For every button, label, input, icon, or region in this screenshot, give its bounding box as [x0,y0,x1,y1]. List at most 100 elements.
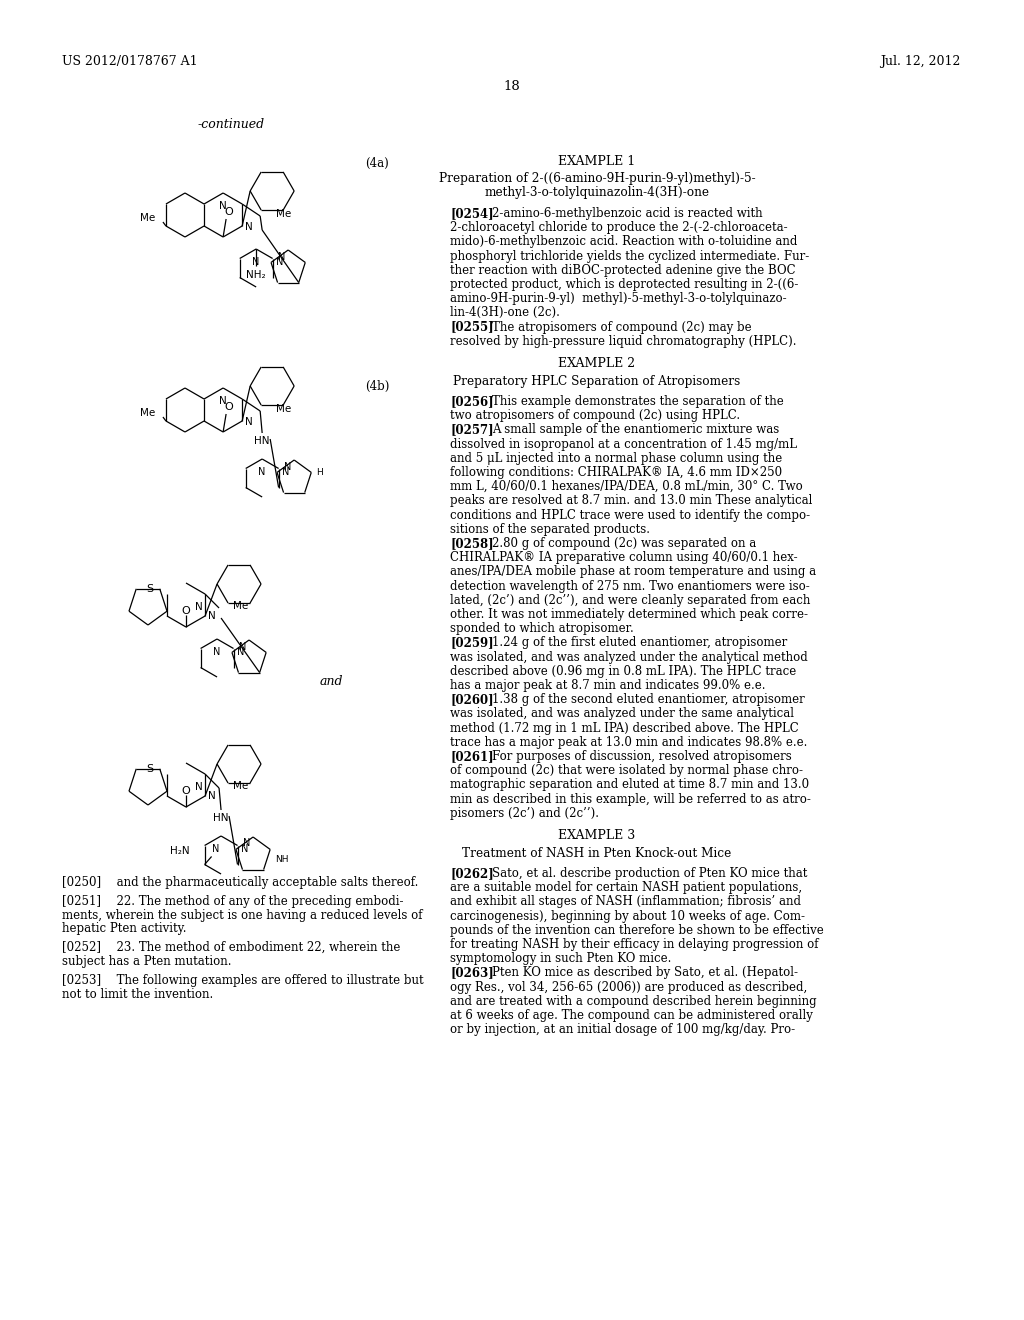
Text: Me: Me [276,404,292,414]
Text: N: N [208,791,216,801]
Text: (4a): (4a) [365,157,389,170]
Text: [0259]: [0259] [450,636,494,649]
Text: H: H [316,467,323,477]
Text: [0257]: [0257] [450,424,494,437]
Text: phosphoryl trichloride yields the cyclized intermediate. Fur-: phosphoryl trichloride yields the cycliz… [450,249,809,263]
Text: Me: Me [140,408,156,418]
Text: Me: Me [276,209,292,219]
Text: Me: Me [233,601,248,611]
Text: amino-9H-purin-9-yl)  methyl)-5-methyl-3-o-tolylquinazo-: amino-9H-purin-9-yl) methyl)-5-methyl-3-… [450,292,786,305]
Text: N: N [208,611,216,620]
Text: and: and [319,675,343,688]
Text: lin-4(3H)-one (2c).: lin-4(3H)-one (2c). [450,306,560,319]
Text: EXAMPLE 2: EXAMPLE 2 [558,356,636,370]
Text: N: N [212,843,219,854]
Text: and 5 μL injected into a normal phase column using the: and 5 μL injected into a normal phase co… [450,451,782,465]
Text: was isolated, and was analyzed under the same analytical: was isolated, and was analyzed under the… [450,708,794,721]
Text: O: O [224,207,233,216]
Text: HN: HN [254,436,269,446]
Text: [0262]: [0262] [450,867,494,880]
Text: ments, wherein the subject is one having a reduced levels of: ments, wherein the subject is one having… [62,908,423,921]
Text: [0253]  The following examples are offered to illustrate but: [0253] The following examples are offere… [62,974,424,987]
Text: lated, (2c’) and (2c’’), and were cleanly separated from each: lated, (2c’) and (2c’’), and were cleanl… [450,594,810,607]
Text: or by injection, at an initial dosage of 100 mg/kg/day. Pro-: or by injection, at an initial dosage of… [450,1023,795,1036]
Text: This example demonstrates the separation of the: This example demonstrates the separation… [492,395,783,408]
Text: peaks are resolved at 8.7 min. and 13.0 min These analytical: peaks are resolved at 8.7 min. and 13.0 … [450,495,812,507]
Text: pisomers (2c’) and (2c’’).: pisomers (2c’) and (2c’’). [450,807,599,820]
Text: methyl-3-o-tolylquinazolin-4(3H)-one: methyl-3-o-tolylquinazolin-4(3H)-one [484,186,710,199]
Text: HN: HN [213,813,228,822]
Text: at 6 weeks of age. The compound can be administered orally: at 6 weeks of age. The compound can be a… [450,1008,813,1022]
Text: N: N [196,781,203,792]
Text: -continued: -continued [198,117,265,131]
Text: subject has a Pten mutation.: subject has a Pten mutation. [62,954,231,968]
Text: O: O [181,606,190,616]
Text: The atropisomers of compound (2c) may be: The atropisomers of compound (2c) may be [492,321,752,334]
Text: (4b): (4b) [365,380,389,393]
Text: Me: Me [233,781,248,791]
Text: EXAMPLE 3: EXAMPLE 3 [558,829,636,842]
Text: dissolved in isopropanol at a concentration of 1.45 mg/mL: dissolved in isopropanol at a concentrat… [450,438,797,450]
Text: 1.38 g of the second eluted enantiomer, atropisomer: 1.38 g of the second eluted enantiomer, … [492,693,805,706]
Text: N: N [219,201,227,211]
Text: [0255]: [0255] [450,321,494,334]
Text: and are treated with a compound described herein beginning: and are treated with a compound describe… [450,995,816,1007]
Text: hepatic Pten activity.: hepatic Pten activity. [62,923,186,936]
Text: symptomology in such Pten KO mice.: symptomology in such Pten KO mice. [450,952,672,965]
Text: has a major peak at 8.7 min and indicates 99.0% e.e.: has a major peak at 8.7 min and indicate… [450,678,766,692]
Text: EXAMPLE 1: EXAMPLE 1 [558,154,636,168]
Text: of compound (2c) that were isolated by normal phase chro-: of compound (2c) that were isolated by n… [450,764,803,777]
Text: N: N [282,467,290,478]
Text: Me: Me [140,213,156,223]
Text: US 2012/0178767 A1: US 2012/0178767 A1 [62,55,198,69]
Text: was isolated, and was analyzed under the analytical method: was isolated, and was analyzed under the… [450,651,808,664]
Text: [0254]: [0254] [450,207,494,220]
Text: anes/IPA/DEA mobile phase at room temperature and using a: anes/IPA/DEA mobile phase at room temper… [450,565,816,578]
Text: 2-chloroacetyl chloride to produce the 2-(-2-chloroaceta-: 2-chloroacetyl chloride to produce the 2… [450,222,787,234]
Text: Pten KO mice as described by Sato, et al. (Hepatol-: Pten KO mice as described by Sato, et al… [492,966,798,979]
Text: Preparatory HPLC Separation of Atropisomers: Preparatory HPLC Separation of Atropisom… [454,375,740,388]
Text: described above (0.96 mg in 0.8 mL IPA). The HPLC trace: described above (0.96 mg in 0.8 mL IPA).… [450,665,797,677]
Text: protected product, which is deprotected resulting in 2-((6-: protected product, which is deprotected … [450,279,799,290]
Text: S: S [146,764,154,774]
Text: NH₂: NH₂ [247,271,266,280]
Text: 2.80 g of compound (2c) was separated on a: 2.80 g of compound (2c) was separated on… [492,537,757,550]
Text: mido)-6-methylbenzoic acid. Reaction with o-toluidine and: mido)-6-methylbenzoic acid. Reaction wit… [450,235,798,248]
Text: [0258]: [0258] [450,537,494,550]
Text: For purposes of discussion, resolved atropisomers: For purposes of discussion, resolved atr… [492,750,792,763]
Text: pounds of the invention can therefore be shown to be effective: pounds of the invention can therefore be… [450,924,823,937]
Text: sponded to which atropisomer.: sponded to which atropisomer. [450,622,634,635]
Text: and exhibit all stages of NASH (inflammation; fibrosis’ and: and exhibit all stages of NASH (inflamma… [450,895,801,908]
Text: Treatment of NASH in Pten Knock-out Mice: Treatment of NASH in Pten Knock-out Mice [463,847,731,861]
Text: CHIRALPAK® IA preparative column using 40/60/0.1 hex-: CHIRALPAK® IA preparative column using 4… [450,552,798,564]
Text: following conditions: CHIRALPAK® IA, 4.6 mm ID×250: following conditions: CHIRALPAK® IA, 4.6… [450,466,782,479]
Text: other. It was not immediately determined which peak corre-: other. It was not immediately determined… [450,609,808,620]
Text: not to limit the invention.: not to limit the invention. [62,987,213,1001]
Text: min as described in this example, will be referred to as atro-: min as described in this example, will b… [450,792,811,805]
Text: [0251]  22. The method of any of the preceding embodi-: [0251] 22. The method of any of the prec… [62,895,403,908]
Text: sitions of the separated products.: sitions of the separated products. [450,523,650,536]
Text: S: S [146,583,154,594]
Text: 2-amino-6-methylbenzoic acid is reacted with: 2-amino-6-methylbenzoic acid is reacted … [492,207,763,220]
Text: ogy Res., vol 34, 256-65 (2006)) are produced as described,: ogy Res., vol 34, 256-65 (2006)) are pro… [450,981,807,994]
Text: N: N [284,462,291,471]
Text: N: N [276,257,284,268]
Text: N: N [213,647,221,657]
Text: Sato, et al. describe production of Pten KO mice that: Sato, et al. describe production of Pten… [492,867,807,880]
Text: [0261]: [0261] [450,750,494,763]
Text: Preparation of 2-((6-amino-9H-purin-9-yl)methyl)-5-: Preparation of 2-((6-amino-9H-purin-9-yl… [438,172,756,185]
Text: [0263]: [0263] [450,966,494,979]
Text: trace has a major peak at 13.0 min and indicates 98.8% e.e.: trace has a major peak at 13.0 min and i… [450,735,807,748]
Text: N: N [241,845,248,854]
Text: 1.24 g of the first eluted enantiomer, atropisomer: 1.24 g of the first eluted enantiomer, a… [492,636,787,649]
Text: H₂N: H₂N [170,846,189,855]
Text: N: N [245,417,253,426]
Text: [0250]  and the pharmaceutically acceptable salts thereof.: [0250] and the pharmaceutically acceptab… [62,876,419,888]
Text: matographic separation and eluted at time 8.7 min and 13.0: matographic separation and eluted at tim… [450,779,809,792]
Text: 18: 18 [504,81,520,92]
Text: carcinogenesis), beginning by about 10 weeks of age. Com-: carcinogenesis), beginning by about 10 w… [450,909,805,923]
Text: N: N [258,467,266,477]
Text: N: N [196,602,203,612]
Text: [0260]: [0260] [450,693,494,706]
Text: N: N [253,257,260,267]
